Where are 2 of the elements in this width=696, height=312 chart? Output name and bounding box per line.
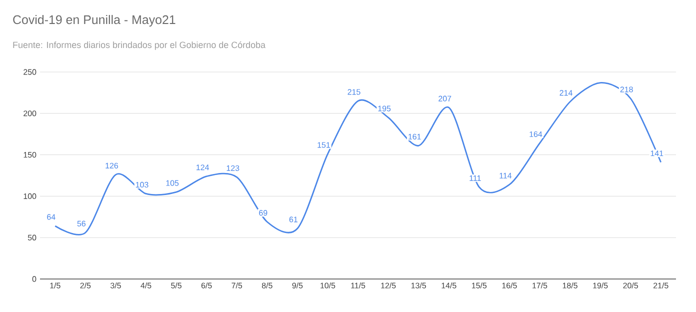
chart-subtitle: Fuente: Informes diarios brindados por el Gobierno de Córdoba [13, 41, 266, 50]
chart-title: Covid-19 en Punilla - Mayo21 [13, 14, 176, 27]
